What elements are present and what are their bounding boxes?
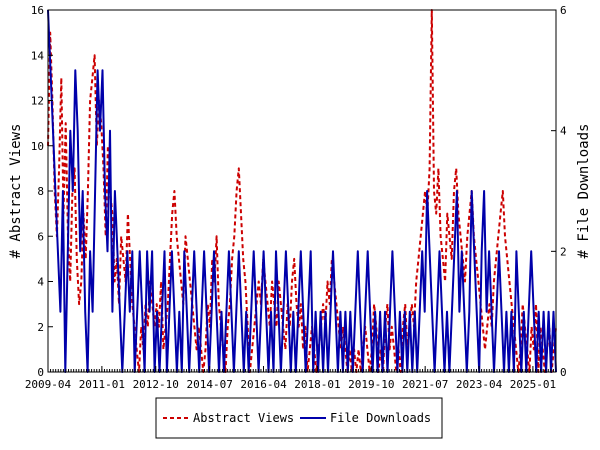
series-layer	[47, 9, 557, 373]
x-tick-label: 2018-01	[294, 378, 340, 391]
y-tick-label-left: 10	[31, 140, 44, 153]
x-tick-label: 2011-01	[79, 378, 125, 391]
y-tick-label-left: 8	[37, 185, 44, 198]
y-axis-title-right: # File Downloads	[576, 124, 592, 259]
y-tick-label-right: 0	[560, 366, 567, 379]
ticks-layer: 0 2 4 6 8 10 12 14 16 0 2 4 6 2009-04 2011-01 2012-10 20…	[25, 4, 567, 391]
y-tick-label-left: 12	[31, 95, 44, 108]
y-tick-label-left: 16	[31, 4, 44, 17]
legend-box	[155, 397, 443, 439]
series-line-file-downloads	[47, 9, 557, 373]
x-tick-label: 2014-07	[186, 378, 232, 391]
x-tick-label: 2025-01	[510, 378, 556, 391]
x-tick-label: 2012-10	[133, 378, 179, 391]
legend-label-abstract-views: Abstract Views	[193, 411, 294, 425]
y-tick-label-left: 0	[37, 366, 44, 379]
y-axis-title-left: # Abstract Views	[8, 124, 24, 259]
y-tick-label-left: 2	[37, 321, 44, 334]
y-tick-label-left: 14	[31, 49, 45, 62]
x-tick-label: 2023-04	[456, 378, 503, 391]
x-tick-label: 2021-07	[402, 378, 448, 391]
legend: Abstract Views File Downloads	[155, 397, 443, 439]
x-tick-label: 2019-10	[348, 378, 394, 391]
y-tick-label-right: 6	[560, 4, 567, 17]
x-tick-label: 2016-04	[240, 378, 287, 391]
y-tick-label-left: 6	[37, 230, 44, 243]
y-tick-label-left: 4	[37, 276, 44, 289]
y-tick-label-right: 4	[560, 125, 567, 138]
y-tick-label-right: 2	[560, 245, 567, 258]
x-tick-label: 2009-04	[25, 378, 72, 391]
legend-label-file-downloads: File Downloads	[330, 411, 431, 425]
